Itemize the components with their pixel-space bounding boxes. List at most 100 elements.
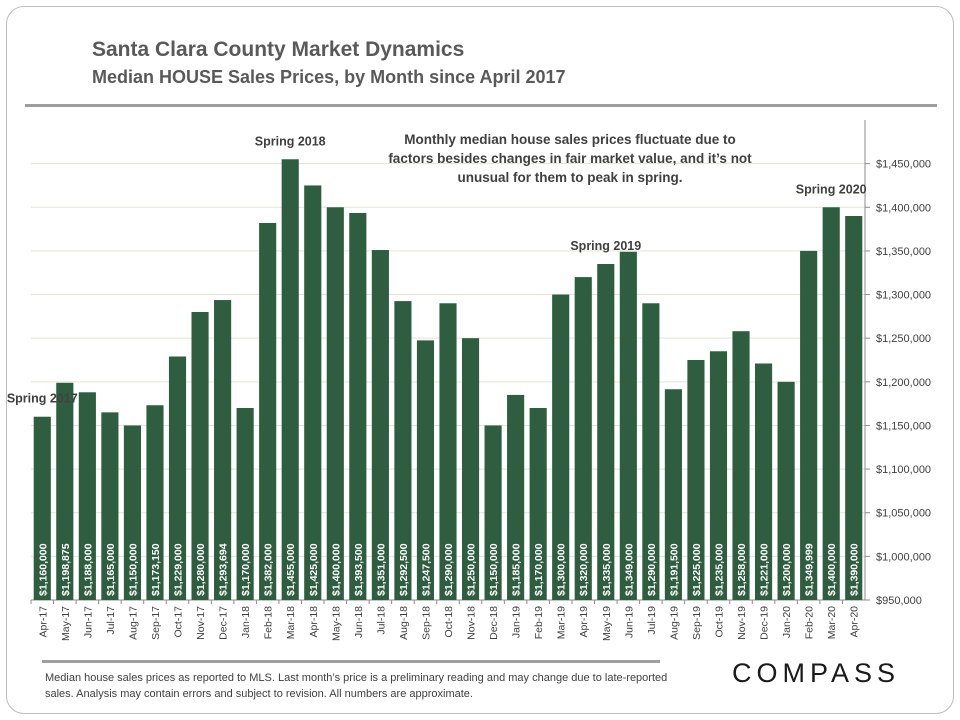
bar-value-label: $1,165,000 — [105, 543, 117, 596]
x-tick-label: Aug-17 — [127, 606, 139, 640]
bar-value-label: $1,200,000 — [781, 543, 793, 596]
bar-value-label: $1,250,000 — [466, 543, 478, 596]
x-tick-label: Mar-18 — [285, 606, 297, 639]
y-tick-label: $1,350,000 — [876, 246, 931, 258]
bar — [371, 250, 389, 600]
x-tick-label: Jul-17 — [105, 606, 117, 635]
bar — [777, 381, 795, 600]
bar — [259, 222, 277, 600]
x-tick-label: Aug-18 — [398, 606, 410, 640]
title-divider — [25, 104, 937, 107]
x-tick-label: Jun-19 — [623, 606, 635, 638]
bar-value-label: $1,349,999 — [804, 543, 816, 596]
bar-value-label: $1,400,000 — [330, 543, 342, 596]
x-tick-label: May-19 — [601, 606, 613, 641]
x-tick-label: Sep-17 — [150, 606, 162, 640]
x-tick-label: Nov-17 — [195, 606, 207, 640]
bar — [507, 394, 525, 600]
spring-annotation: Spring 2017 — [7, 392, 78, 406]
bar-value-label: $1,150,000 — [127, 543, 139, 596]
bar-value-label: $1,188,000 — [82, 543, 94, 596]
x-tick-label: Sep-18 — [420, 606, 432, 640]
bar-value-label: $1,320,000 — [578, 543, 590, 596]
bar — [191, 312, 209, 600]
bar-value-label: $1,247,500 — [420, 543, 432, 596]
bar — [800, 250, 818, 600]
bar — [214, 300, 232, 600]
bar — [709, 351, 728, 600]
bar-value-label: $1,198,875 — [60, 543, 72, 596]
bar-value-label: $1,235,000 — [713, 543, 725, 596]
x-tick-label: Jun-17 — [82, 606, 94, 638]
bar-value-label: $1,425,000 — [308, 543, 320, 596]
bar-value-label: $1,455,000 — [285, 543, 297, 596]
y-tick-label: $1,150,000 — [876, 420, 931, 432]
bar — [168, 356, 187, 600]
x-tick-label: Jun-18 — [353, 606, 365, 638]
bar-value-label: $1,170,000 — [240, 543, 252, 596]
bar-value-label: $1,293,694 — [218, 543, 230, 596]
x-tick-label: Jan-20 — [781, 606, 793, 638]
bar — [349, 212, 367, 601]
bar — [33, 416, 51, 600]
bar-value-label: $1,229,000 — [173, 543, 185, 596]
x-tick-label: Jul-19 — [646, 606, 658, 635]
y-tick-label: $950,000 — [876, 595, 922, 607]
y-tick-label: $1,250,000 — [876, 333, 931, 345]
bar — [281, 159, 299, 601]
y-tick-label: $1,050,000 — [876, 508, 931, 520]
spring-annotation: Spring 2018 — [255, 134, 326, 148]
y-tick-label: $1,450,000 — [876, 159, 931, 171]
x-tick-label: May-18 — [330, 606, 342, 641]
x-tick-label: Feb-19 — [533, 606, 545, 639]
x-tick-label: Mar-19 — [556, 606, 568, 639]
y-tick-label: $1,100,000 — [876, 464, 931, 476]
x-tick-label: Jan-19 — [511, 606, 523, 638]
bar — [56, 382, 74, 600]
bar-value-label: $1,160,000 — [37, 543, 49, 596]
y-tick-label: $1,000,000 — [876, 551, 931, 563]
chart-subtitle: Median HOUSE Sales Prices, by Month sinc… — [92, 67, 566, 87]
x-tick-label: Dec-18 — [488, 606, 500, 640]
bar — [101, 412, 119, 600]
bar-value-label: $1,290,000 — [646, 543, 658, 596]
bar — [304, 185, 322, 601]
bar — [146, 405, 164, 600]
x-tick-label: Jan-18 — [240, 606, 252, 638]
bar-value-label: $1,300,000 — [556, 543, 568, 596]
bar — [597, 264, 615, 600]
bar — [236, 408, 254, 600]
x-tick-label: Oct-19 — [713, 606, 725, 638]
chart-card — [6, 6, 954, 714]
x-tick-label: Oct-17 — [173, 606, 185, 638]
x-tick-label: Feb-20 — [804, 606, 816, 639]
bar — [394, 301, 412, 600]
bar — [732, 331, 750, 600]
bar — [845, 216, 863, 600]
bar — [687, 360, 705, 600]
chart-title: Santa Clara County Market Dynamics — [92, 38, 465, 61]
footer-divider — [42, 660, 660, 663]
spring-annotation: Spring 2019 — [570, 239, 641, 253]
bar — [326, 207, 344, 601]
y-tick-label: $1,200,000 — [876, 377, 931, 389]
x-tick-label: Apr-19 — [578, 606, 590, 638]
bar-value-label: $1,221,000 — [759, 543, 771, 596]
x-tick-label: Aug-19 — [668, 606, 680, 640]
bar — [755, 363, 773, 600]
bar-value-label: $1,280,000 — [195, 543, 207, 596]
bar-value-label: $1,390,000 — [849, 543, 861, 596]
bar — [822, 207, 840, 601]
bar-value-label: $1,335,000 — [601, 543, 613, 596]
y-tick-label: $1,300,000 — [876, 290, 931, 302]
bar-value-label: $1,173,150 — [150, 543, 162, 596]
x-tick-label: Mar-20 — [826, 606, 838, 639]
x-tick-label: Nov-19 — [736, 606, 748, 640]
x-tick-label: Oct-18 — [443, 606, 455, 638]
bar — [619, 251, 637, 601]
bar-value-label: $1,258,000 — [736, 543, 748, 596]
bar — [552, 294, 570, 600]
x-tick-label: Dec-19 — [759, 606, 771, 640]
bar — [664, 389, 682, 600]
bar — [416, 340, 435, 600]
